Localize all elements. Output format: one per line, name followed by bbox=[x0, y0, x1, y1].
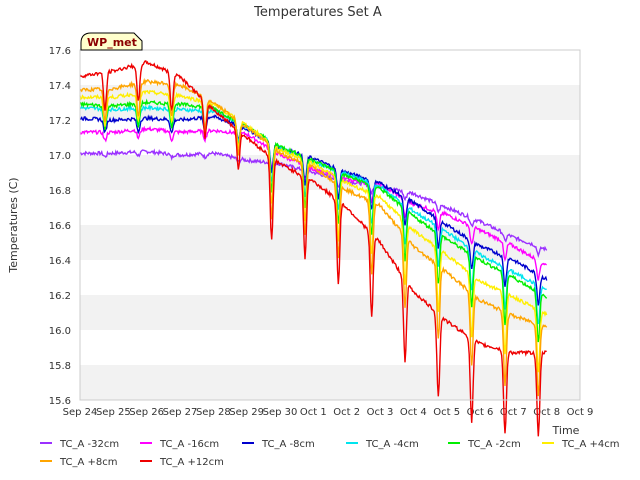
grid-band bbox=[80, 260, 580, 295]
y-tick-label: 16.2 bbox=[49, 291, 71, 302]
series-line bbox=[79, 98, 548, 343]
x-tick-label: Oct 7 bbox=[500, 407, 527, 418]
y-tick-label: 16.4 bbox=[49, 256, 71, 267]
x-tick-label: Sep 29 bbox=[229, 407, 264, 418]
series-line bbox=[79, 148, 548, 259]
legend-label: TC_A -8cm bbox=[261, 439, 315, 450]
series-line bbox=[79, 77, 548, 397]
x-tick-label: Sep 28 bbox=[196, 407, 231, 418]
series-line bbox=[79, 125, 547, 281]
series-line bbox=[79, 60, 547, 437]
legend-label: TC_A -32cm bbox=[59, 439, 119, 450]
grid-band bbox=[80, 295, 580, 330]
x-axis-label: Time bbox=[552, 424, 580, 437]
legend-label: TC_A -2cm bbox=[467, 439, 521, 450]
y-tick-label: 17.0 bbox=[49, 151, 71, 162]
series-lines bbox=[79, 60, 548, 437]
x-tick-label: Oct 5 bbox=[433, 407, 460, 418]
y-tick-label: 16.6 bbox=[49, 221, 71, 232]
legend-label: TC_A -16cm bbox=[159, 439, 219, 450]
x-tick-label: Sep 27 bbox=[163, 407, 198, 418]
x-tick-label: Oct 9 bbox=[567, 407, 594, 418]
x-tick-label: Oct 2 bbox=[333, 407, 360, 418]
x-tick-label: Sep 26 bbox=[129, 407, 164, 418]
x-tick-label: Oct 1 bbox=[300, 407, 327, 418]
grid-band bbox=[80, 225, 580, 260]
x-tick-label: Oct 4 bbox=[400, 407, 427, 418]
y-tick-label: 15.8 bbox=[49, 361, 71, 372]
plot-background bbox=[80, 50, 580, 400]
x-tick-label: Oct 8 bbox=[533, 407, 560, 418]
plot-frame bbox=[79, 49, 581, 401]
y-tick-label: 15.6 bbox=[49, 396, 71, 407]
series-line bbox=[79, 89, 548, 373]
series-line bbox=[79, 114, 548, 306]
badge-label: WP_met bbox=[87, 36, 137, 49]
x-tick-label: Oct 3 bbox=[367, 407, 394, 418]
wp-met-badge: WP_met bbox=[80, 32, 143, 51]
legend-label: TC_A +12cm bbox=[159, 457, 224, 468]
y-tick-label: 16.8 bbox=[49, 186, 71, 197]
chart-title: Temperatures Set A bbox=[253, 5, 382, 20]
x-tick-label: Sep 25 bbox=[96, 407, 131, 418]
grid-band bbox=[80, 120, 580, 155]
y-tick-label: 17.2 bbox=[49, 116, 71, 127]
legend-label: TC_A -4cm bbox=[365, 439, 419, 450]
legend: TC_A -32cm TC_A -16cm TC_A -8cm TC_A -4cm TC… bbox=[40, 439, 620, 468]
y-axis-label: Temperatures (C) bbox=[7, 177, 20, 273]
y-tick-label: 16.0 bbox=[49, 326, 71, 337]
y-tick-label: 17.6 bbox=[49, 46, 71, 57]
x-tick-label: Sep 24 bbox=[63, 407, 98, 418]
legend-label: TC_A +4cm bbox=[561, 439, 620, 450]
grid-band bbox=[80, 365, 580, 400]
y-axis-ticks: 15.6 15.8 16.0 16.2 16.4 16.6 16.8 17.0 17.2 17.4… bbox=[49, 46, 71, 407]
x-tick-label: Sep 30 bbox=[263, 407, 298, 418]
y-tick-label: 17.4 bbox=[49, 81, 71, 92]
x-tick-label: Oct 6 bbox=[467, 407, 494, 418]
legend-label: TC_A +8cm bbox=[59, 457, 118, 468]
grid-band bbox=[80, 85, 580, 120]
